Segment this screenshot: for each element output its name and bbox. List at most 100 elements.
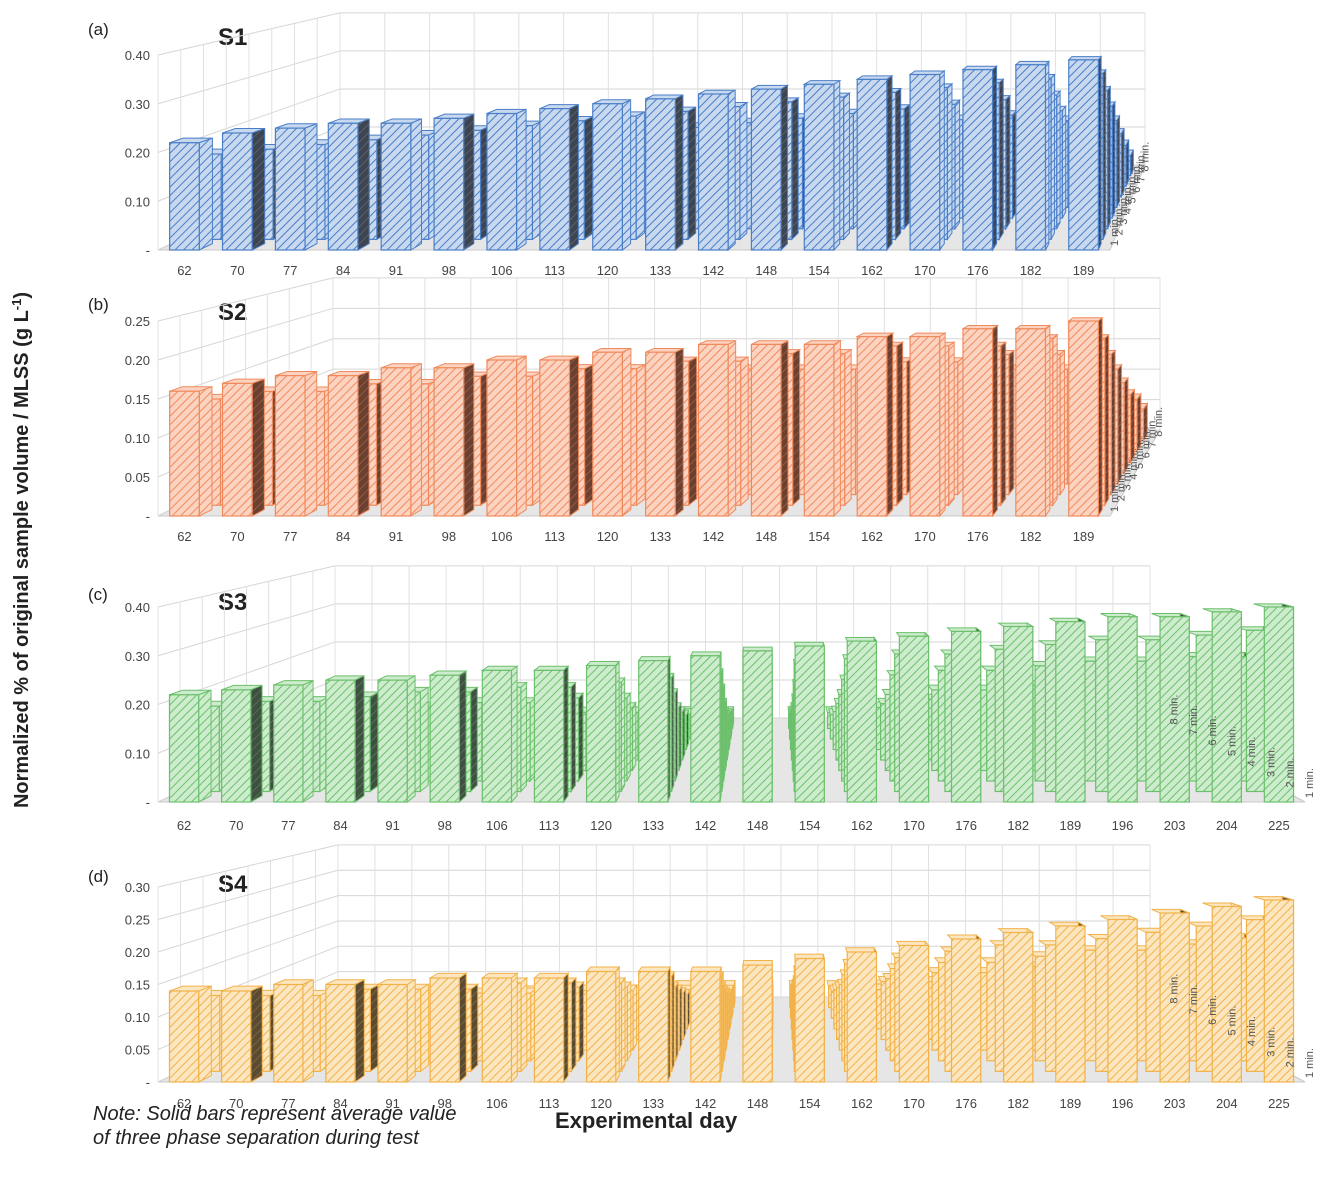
depth-label: 4 min.: [1246, 737, 1258, 767]
bar-front: [168, 694, 200, 803]
bar-front: [429, 674, 460, 803]
x-tick-label: 142: [695, 1096, 717, 1111]
x-tick-label: 154: [799, 1096, 821, 1111]
bar-side: [843, 92, 850, 241]
x-tick-label: 182: [1020, 263, 1042, 278]
bar-side: [780, 339, 789, 518]
depth-label: 3 min.: [1265, 747, 1277, 777]
bar-front: [221, 689, 252, 803]
bar-side: [636, 363, 646, 507]
bar: [433, 113, 475, 251]
bar-front: [697, 93, 729, 251]
bar: [997, 927, 1035, 1084]
x-tick-label: 77: [283, 529, 297, 544]
bar-front: [380, 122, 412, 251]
bar: [428, 972, 468, 1084]
depth-label: 5 min.: [1127, 174, 1139, 204]
bar-front: [325, 983, 356, 1083]
bar: [742, 646, 773, 803]
bar-front: [1263, 606, 1295, 803]
bar: [274, 123, 318, 251]
x-tick-label: 98: [442, 529, 456, 544]
bar-side: [946, 82, 953, 241]
panel-title: S3: [218, 589, 247, 616]
bar-front: [169, 142, 200, 251]
bar: [1067, 316, 1104, 518]
chart-panel-3: (d) S4 - 0.05 0.10 0.15 0.20 0.25 0.30 1 min. 2 mi…: [88, 844, 1316, 1111]
bar: [637, 966, 672, 1083]
x-axis-title: Experimental day: [555, 1108, 738, 1133]
y-tick-label: 0.10: [125, 746, 150, 761]
bar: [380, 363, 422, 517]
bar-front: [898, 635, 930, 803]
x-tick-label: 113: [544, 529, 565, 544]
x-tick-label: 91: [385, 818, 399, 833]
y-tick-label: 0.25: [125, 913, 150, 928]
depth-label: 6 min.: [1207, 716, 1219, 746]
bar-top: [637, 966, 672, 972]
bar: [697, 339, 737, 518]
bar: [327, 118, 370, 251]
x-tick-label: 154: [808, 263, 830, 278]
depth-label: 7 min.: [1188, 984, 1200, 1014]
x-tick-label: 162: [861, 263, 883, 278]
x-tick-label: 62: [177, 263, 191, 278]
y-axis-title-sup: -1: [9, 299, 24, 311]
bar-side: [198, 985, 212, 1083]
bar-front: [1263, 899, 1295, 1083]
bar-front: [327, 122, 359, 251]
bar: [1047, 921, 1087, 1084]
x-tick-label: 106: [491, 263, 513, 278]
bar: [946, 626, 983, 804]
panel-title: S2: [218, 299, 247, 326]
bar-front: [1211, 611, 1242, 803]
x-tick-label: 154: [808, 529, 830, 544]
bar: [895, 939, 930, 1083]
bar-side: [886, 332, 894, 518]
depth-label: 1 min.: [1304, 1048, 1316, 1078]
x-tick-label: 196: [1112, 818, 1134, 833]
bar-front: [1015, 328, 1047, 517]
bar-side: [621, 347, 632, 518]
x-tick-label: 203: [1164, 818, 1186, 833]
y-tick-label: 0.30: [125, 649, 150, 664]
depth-label: 7 min.: [1147, 418, 1159, 448]
depth-label: 2 min.: [1115, 471, 1127, 501]
depth-label: 1 min.: [1109, 216, 1121, 246]
depth-label: 7 min.: [1188, 705, 1200, 735]
bar-front: [794, 957, 825, 1083]
x-tick-label: 77: [281, 1096, 295, 1111]
bar: [221, 378, 265, 517]
bar-front: [533, 669, 565, 803]
x-tick-label: 148: [747, 1096, 769, 1111]
x-tick-label: 91: [389, 263, 403, 278]
bar: [690, 966, 722, 1083]
bar-side: [198, 137, 213, 251]
x-tick-label: 189: [1073, 529, 1095, 544]
bar-top: [585, 660, 621, 666]
depth-label: 3 min.: [1118, 195, 1130, 225]
bar-front: [481, 977, 513, 1083]
bar-front: [1107, 918, 1138, 1083]
y-tick-label: 0.10: [125, 431, 150, 446]
bar: [1100, 612, 1138, 804]
depth-label: 2 min.: [1113, 205, 1125, 235]
bar-front: [1159, 912, 1190, 1083]
y-tick-label: 0.40: [125, 48, 150, 63]
bar-front: [433, 367, 465, 517]
bar-side: [635, 111, 645, 241]
x-tick-label: 162: [851, 1096, 873, 1111]
x-tick-label: 84: [336, 263, 350, 278]
bar: [325, 978, 365, 1083]
depth-label: 1 min.: [1304, 768, 1316, 798]
bar-side: [674, 347, 684, 518]
bar-side: [406, 978, 416, 1084]
bar-front: [909, 73, 941, 251]
bar: [742, 960, 773, 1083]
footnote-line-2: of three phase separation during test: [93, 1127, 419, 1149]
bar-front: [585, 664, 617, 803]
y-tick-label: 0.30: [125, 97, 150, 112]
bar: [803, 339, 843, 518]
x-tick-label: 182: [1007, 1096, 1029, 1111]
bar-front: [1015, 64, 1047, 251]
